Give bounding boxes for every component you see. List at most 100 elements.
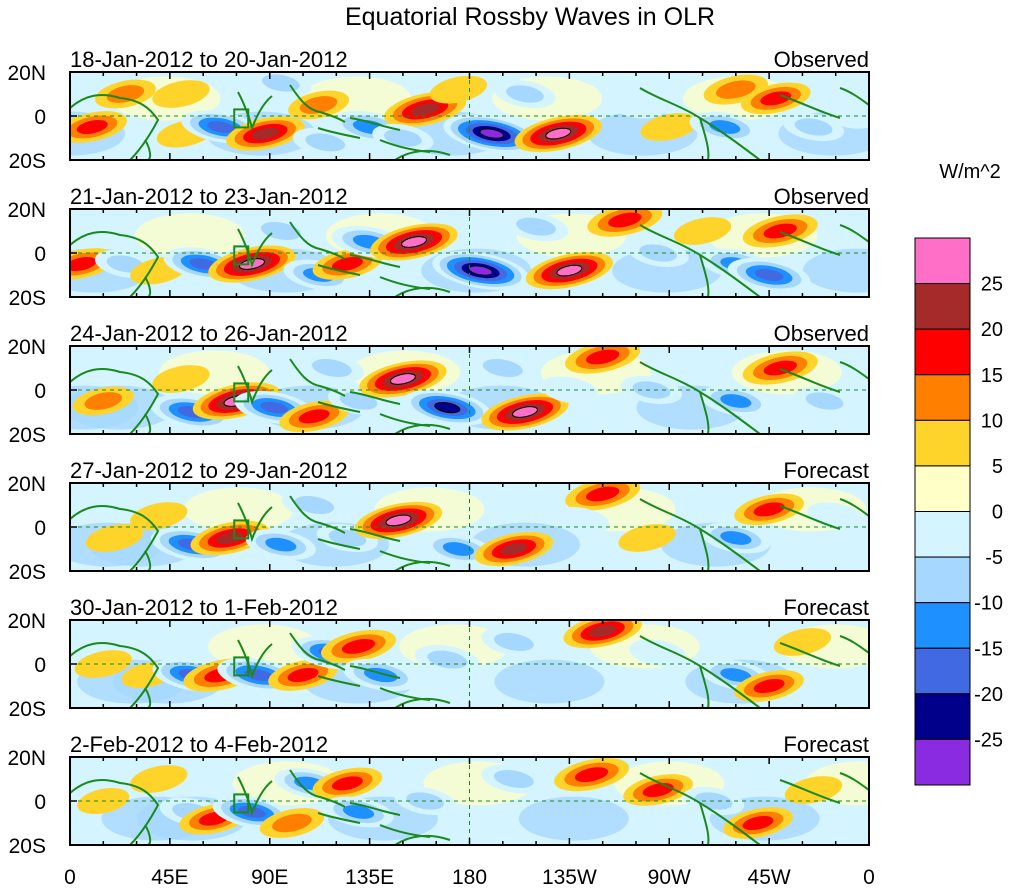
lat-tick-label: 20N [7,62,46,85]
anomaly-positive [623,774,694,806]
contour-level [709,120,741,134]
anomaly-negative [620,375,683,405]
contour-level [84,392,123,410]
lat-tick-label: 20N [7,473,46,496]
contour-level [716,80,756,99]
lon-tick-label: 45W [748,866,791,889]
lon-tick-label: 180 [452,866,487,889]
lon-tick-label: 135E [345,866,394,889]
contour-level [189,258,217,270]
coastline-segment [317,812,361,824]
region-box [233,108,250,129]
contour-level [299,96,338,114]
contour-level [805,392,844,410]
anomaly-negative [245,529,316,560]
contour-level [106,85,145,103]
panel-period: 27-Jan-2012 to 29-Jan-2012 [70,458,348,483]
contour-level [545,127,572,140]
colorbar-swatch [914,283,971,330]
panel-period: 21-Jan-2012 to 23-Jan-2012 [70,184,348,209]
contour-level [640,113,698,141]
anomaly-negative [470,353,536,383]
colorbar-label: -20 [974,684,1003,706]
coastline-segment [839,361,869,380]
contour-level [130,502,188,530]
coastline-segment [839,498,869,517]
contour-level [479,128,504,139]
anomaly-positive [226,116,305,151]
contour-level [384,129,422,147]
panel-4: 20N 0 20S 27-Jan-2012 to 29-Jan-2012 Forecas… [7,458,870,584]
contour-level [287,667,319,683]
contour-level [784,776,843,804]
coastline-segment [317,264,361,276]
colorbar-label: 15 [981,365,1003,387]
anomaly-positive [85,524,144,552]
coastline-segment [317,675,361,687]
anomaly-negative [689,111,760,143]
anomaly-positive [740,82,811,115]
anomaly-negative [629,639,687,667]
coastline-segment [289,632,346,671]
coastline-segment [699,802,710,845]
anomaly-field [77,757,869,841]
anomaly-positive [673,217,732,245]
contour-level [720,668,752,682]
anomaly-positive [773,628,832,656]
colorbar-swatch [914,465,971,512]
contour-level [589,625,617,637]
coastline-segment [289,769,346,808]
anomaly-negative [481,764,547,794]
lat-tick-label: 20S [9,150,46,173]
coastline-segment [289,358,346,397]
anomaly-negative [793,386,856,416]
coastlines [70,221,869,297]
colorbar-swatch [914,602,971,649]
contour-level [341,639,376,654]
anomaly-positive [130,765,188,793]
lat-tick-label: 0 [34,517,46,540]
contour-level [272,813,312,833]
anomaly-field [70,72,869,157]
contour-level [773,628,832,656]
anomaly-negative [481,627,547,657]
contour-level [632,381,671,399]
panel-status: Forecast [783,595,869,620]
colorbar-label: 0 [992,502,1003,524]
anomaly-positive [70,111,128,143]
anomaly-positive [354,501,443,540]
contour-level [608,212,642,228]
coastline-segment [699,254,710,297]
colorbar-swatch [914,419,971,467]
lon-tick-label: 90W [648,866,691,889]
contour-level [251,127,279,140]
anomaly-negative [627,238,689,268]
colorbar-label: 5 [992,456,1003,478]
colorbar-swatch [914,738,971,786]
coastline-segment [394,697,451,708]
coastline-segment [349,254,401,268]
contour-level [305,133,346,152]
contour-level [331,776,363,791]
anomaly-positive [514,114,602,153]
contour-level [794,118,833,136]
lat-tick-label: 20N [7,747,46,770]
anomaly-positive [481,393,569,431]
coastline-segment [70,505,160,571]
contour-level [260,222,301,240]
coastline-segment [349,802,401,816]
contour-level [607,91,665,119]
coastline-segment [394,286,451,297]
colorbar-label: -5 [985,547,1003,569]
panel-status: Forecast [783,458,869,483]
colorbar-swatch [914,556,971,604]
coastline-segment [237,91,273,132]
coastline-segment [839,772,869,791]
coastline-segment [839,87,869,106]
coastline-segment [70,779,160,845]
colorbar-swatch [914,237,971,285]
contour-level [618,524,676,552]
anomaly-positive [288,90,350,120]
coastline-segment [349,665,401,679]
background-band [134,213,245,258]
